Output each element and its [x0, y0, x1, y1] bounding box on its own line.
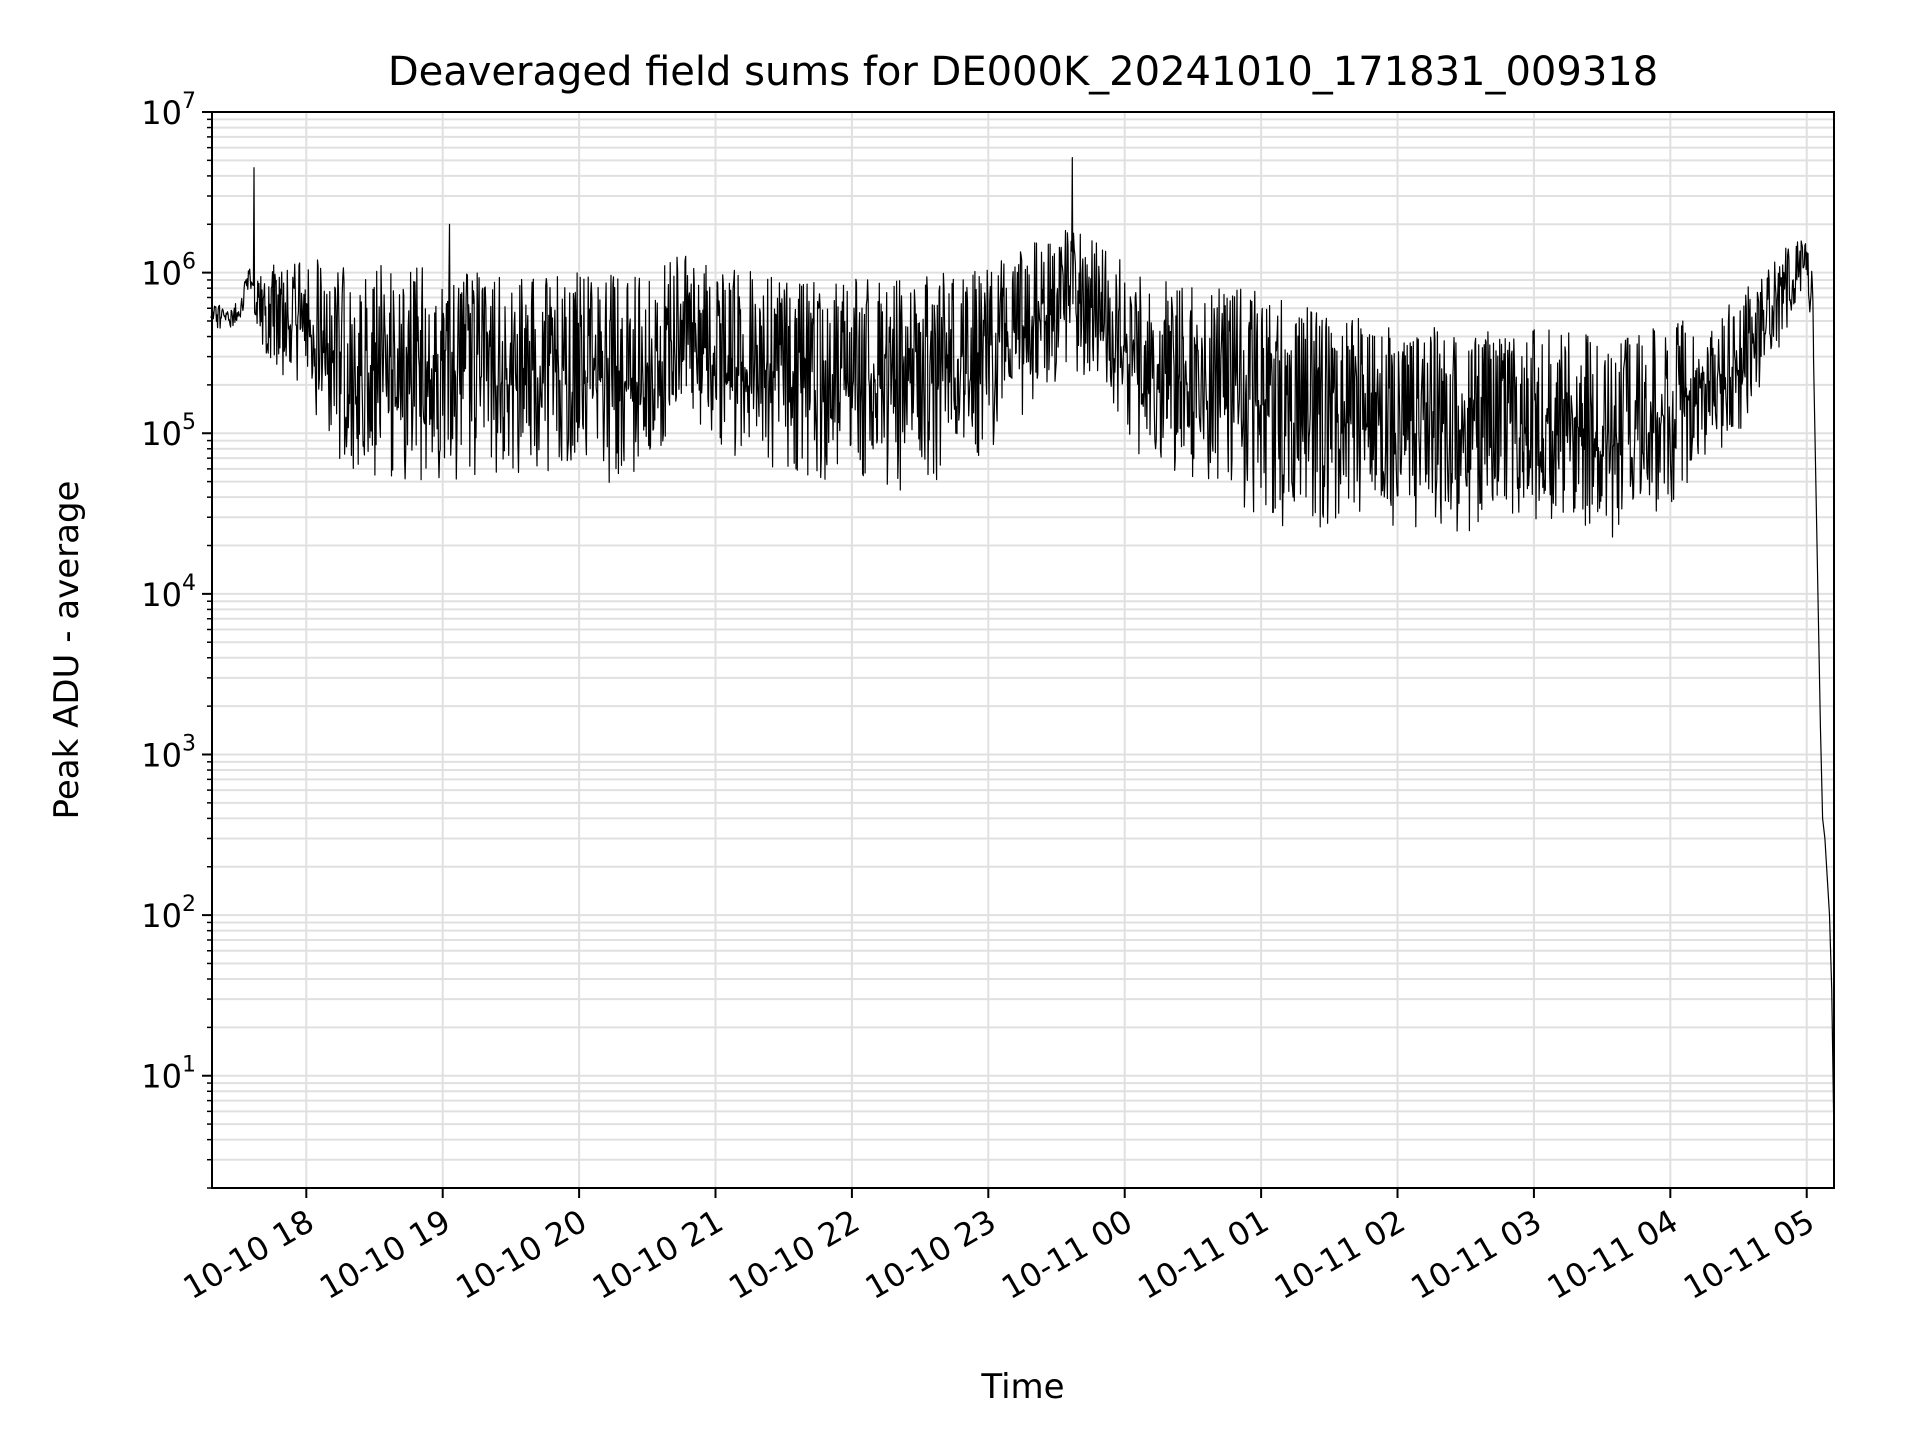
plot-line	[210, 157, 1835, 1140]
y-axis: 101 102 103 104 105 106 107	[141, 89, 212, 1189]
series-line	[210, 157, 1835, 1140]
y-axis-label: Peak ADU - average	[47, 481, 87, 820]
y-tick-label: 102	[141, 892, 196, 935]
x-axis-label: Time	[980, 1367, 1064, 1407]
chart-title: Deaveraged field sums for DE000K_2024101…	[388, 49, 1658, 95]
y-tick-label: 107	[141, 89, 196, 132]
y-tick-label: 104	[141, 571, 196, 614]
y-tick-label: 105	[141, 410, 196, 453]
y-tick-label: 101	[141, 1053, 196, 1096]
y-tick-label: 103	[141, 731, 196, 774]
grid	[212, 112, 1834, 1189]
plot-frame	[211, 111, 1835, 1189]
y-tick-label: 106	[141, 250, 196, 293]
